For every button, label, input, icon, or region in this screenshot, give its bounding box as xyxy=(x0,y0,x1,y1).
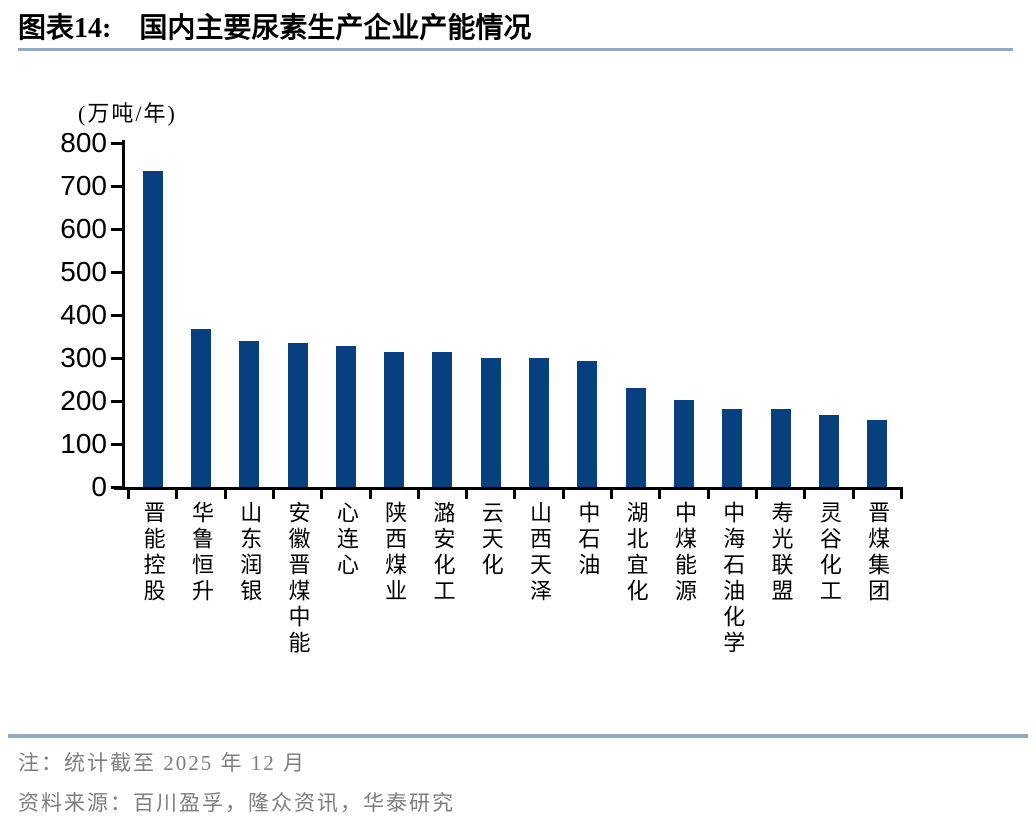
x-tick-mark xyxy=(175,490,179,499)
figure-label: 图表14: xyxy=(18,13,112,44)
figure-header: 图表14: 国内主要尿素生产企业产能情况 xyxy=(18,6,531,46)
bar-晋煤集团 xyxy=(867,420,888,487)
category-label: 晋能控股 xyxy=(140,501,166,605)
bar-中煤能源 xyxy=(673,400,694,487)
bar-灵谷化工 xyxy=(818,414,839,487)
category-label: 灵谷化工 xyxy=(816,501,842,605)
category-label: 中海石油化学 xyxy=(720,501,746,657)
bar-安徽晋煤中能 xyxy=(287,343,308,487)
bar-晋能控股 xyxy=(142,170,163,487)
y-tick-label: 0 xyxy=(91,471,107,502)
footer-divider xyxy=(8,734,1028,738)
bar-华鲁恒升 xyxy=(190,328,211,487)
y-tick-label: 700 xyxy=(60,170,107,201)
bar-中海石油化学 xyxy=(722,409,743,487)
x-tick-mark xyxy=(561,490,565,499)
category-label: 晋煤集团 xyxy=(865,501,891,605)
category-label: 山东润银 xyxy=(237,501,263,605)
y-tick-label: 400 xyxy=(60,299,107,330)
bar-山西天泽 xyxy=(529,358,550,487)
y-tick-mark xyxy=(111,141,122,145)
bar-陕西煤业 xyxy=(384,351,405,487)
category-label: 华鲁恒升 xyxy=(188,501,214,605)
y-tick-mark xyxy=(111,227,122,231)
y-tick-mark xyxy=(111,184,122,188)
y-tick-mark xyxy=(111,356,122,360)
x-tick-mark xyxy=(803,490,807,499)
title-underline xyxy=(18,48,1013,51)
x-tick-mark xyxy=(368,490,372,499)
y-tick-label: 100 xyxy=(60,428,107,459)
x-tick-mark xyxy=(271,490,275,499)
bar-潞安化工 xyxy=(432,352,453,487)
chart-note: 注：统计截至 2025 年 12 月 xyxy=(18,751,306,775)
x-tick-mark xyxy=(416,490,420,499)
y-tick-label: 600 xyxy=(60,213,107,244)
category-label: 湖北宜化 xyxy=(623,501,649,605)
y-axis-unit-label: (万吨/年) xyxy=(78,101,177,126)
x-tick-mark xyxy=(706,490,710,499)
x-axis-line xyxy=(114,487,903,490)
y-tick-label: 800 xyxy=(60,127,107,158)
x-tick-mark xyxy=(223,490,227,499)
y-tick-mark xyxy=(111,313,122,317)
x-tick-mark xyxy=(610,490,613,499)
y-tick-mark xyxy=(111,442,122,446)
bar-山东润银 xyxy=(239,340,260,487)
category-label: 云天化 xyxy=(478,501,504,579)
y-axis-line xyxy=(122,140,125,490)
x-tick-mark xyxy=(851,490,855,499)
x-tick-mark xyxy=(465,490,469,499)
bar-湖北宜化 xyxy=(625,388,646,487)
x-tick-mark xyxy=(658,490,662,499)
chart-source: 资料来源：百川盈孚，隆众资讯，华泰研究 xyxy=(18,791,455,815)
category-label: 安徽晋煤中能 xyxy=(285,501,311,657)
x-tick-mark xyxy=(127,490,130,499)
y-tick-mark xyxy=(111,485,122,489)
bar-云天化 xyxy=(480,358,501,487)
category-label: 中煤能源 xyxy=(671,501,697,605)
category-label: 寿光联盟 xyxy=(768,501,794,605)
bar-中石油 xyxy=(577,361,598,487)
x-tick-mark xyxy=(513,490,517,499)
category-label: 中石油 xyxy=(575,501,601,579)
y-tick-label: 300 xyxy=(60,342,107,373)
category-label: 心连心 xyxy=(333,501,359,579)
x-tick-mark xyxy=(899,490,903,499)
y-tick-label: 200 xyxy=(60,385,107,416)
x-tick-mark xyxy=(320,490,324,499)
x-tick-mark xyxy=(754,490,758,499)
figure-title: 国内主要尿素生产企业产能情况 xyxy=(139,13,532,44)
bar-寿光联盟 xyxy=(770,409,791,487)
category-label: 山西天泽 xyxy=(527,501,553,605)
y-tick-mark xyxy=(111,399,122,403)
y-tick-label: 500 xyxy=(60,256,107,287)
bar-心连心 xyxy=(335,346,356,487)
category-label: 陕西煤业 xyxy=(382,501,408,605)
category-label: 潞安化工 xyxy=(430,501,456,605)
y-tick-mark xyxy=(111,270,122,274)
